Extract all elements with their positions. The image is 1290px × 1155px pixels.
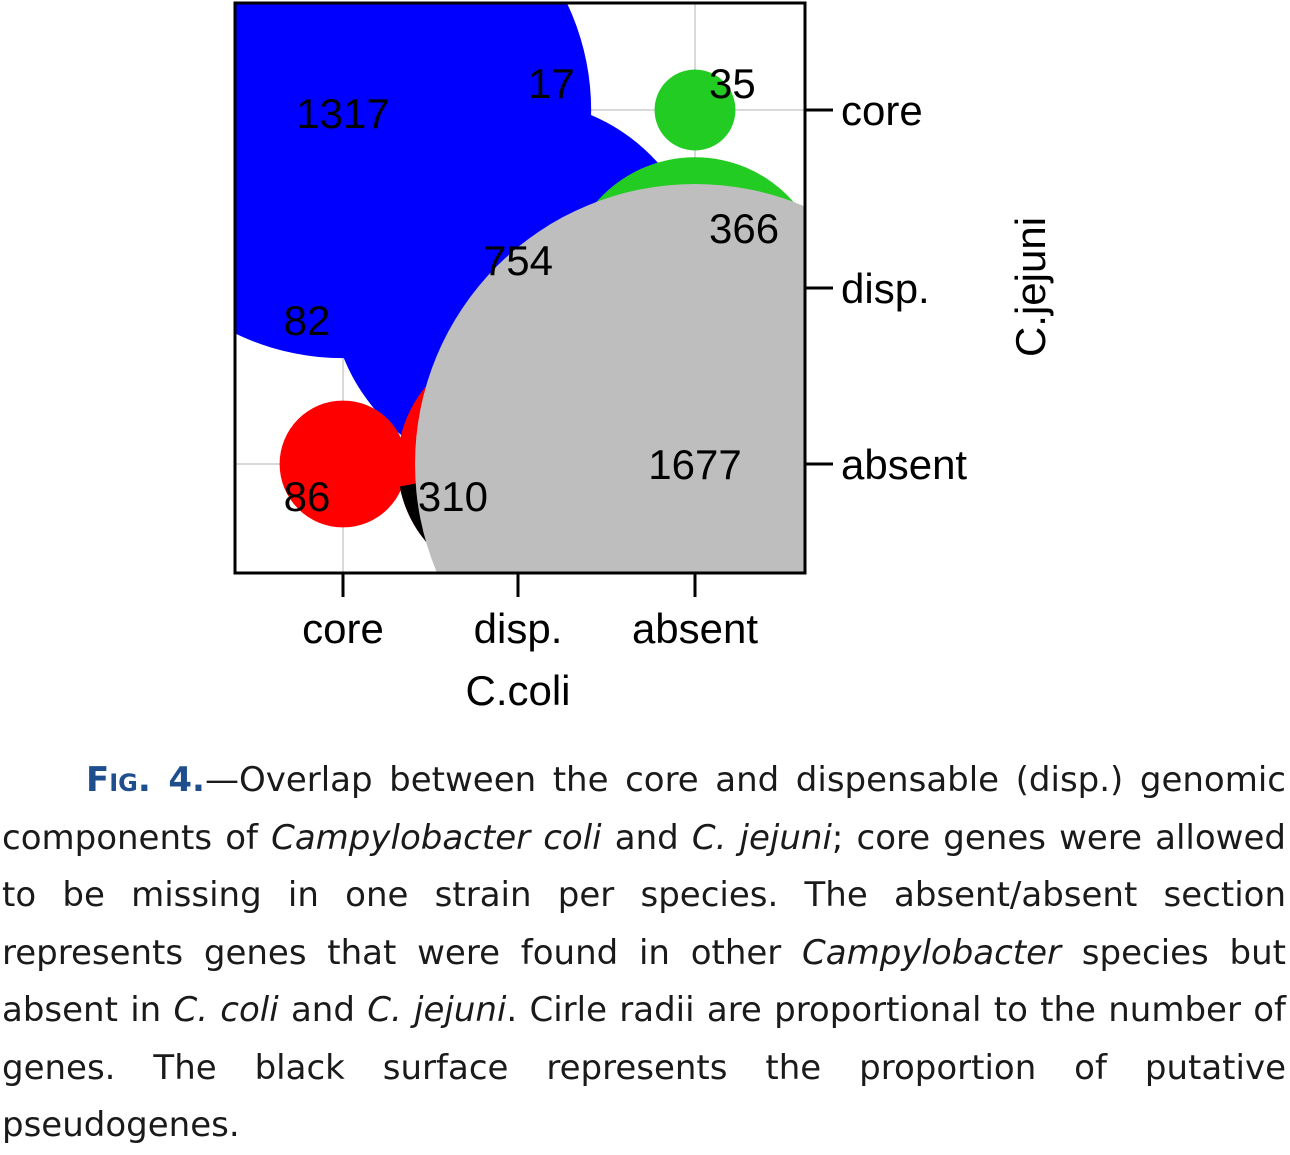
caption-part: and (278, 990, 368, 1030)
caption-part: C. jejuni (367, 990, 507, 1030)
value-label-core-disp: 82 (284, 297, 331, 344)
bubble-circle-core-absent (279, 400, 407, 528)
y-tick-label-absent: absent (841, 441, 967, 488)
caption-part: Campylobacter (802, 932, 1062, 973)
caption-part: ; core genes were allowed to be missing … (2, 817, 1286, 973)
value-labels: 1317 17 35 82 754 366 86 310 1677 (284, 60, 779, 520)
caption-part: C. jejuni (691, 817, 832, 858)
figure-label: Fig. 4. (86, 760, 205, 800)
caption-part: species but absent in (2, 932, 1286, 1031)
value-label-absent-core: 35 (709, 60, 756, 107)
value-label-absent-absent: 1677 (648, 441, 741, 488)
value-label-disp-core: 17 (528, 60, 575, 107)
x-tick-label-disp: disp. (474, 605, 563, 652)
x-tick-label-absent: absent (632, 605, 758, 652)
bubble-circle-absent-core (654, 69, 736, 151)
caption-part: Campylobacter coli (271, 817, 602, 858)
y-tick-label-core: core (841, 87, 923, 134)
x-axis-title: C.coli (465, 667, 570, 714)
value-label-disp-disp: 754 (483, 237, 553, 284)
figure-caption: Fig. 4.—Overlap between the core and dis… (2, 752, 1286, 1155)
bubble-absent-core (654, 69, 736, 151)
bubbles (235, 3, 805, 573)
bubble-chart: 1317 17 35 82 754 366 86 310 1677 core disp. absen… (233, 1, 1054, 714)
caption-dash: — (204, 760, 239, 800)
value-label-core-absent: 86 (284, 473, 331, 520)
caption-part: . Cirle radii are proportional to the nu… (2, 990, 1286, 1145)
caption-part: C. coli (173, 990, 279, 1030)
y-axis-title: C.jejuni (1007, 217, 1054, 357)
value-label-absent-disp: 366 (709, 205, 779, 252)
axes: core disp. absent core disp. absent (302, 87, 967, 652)
caption-text: Overlap between the core and dispensable… (2, 760, 1286, 1145)
bubble-core-absent (279, 400, 407, 528)
y-tick-label-disp: disp. (841, 265, 930, 312)
caption-part: Overlap between the core and dispensable… (2, 760, 1286, 858)
caption-part: and (601, 817, 692, 858)
value-label-core-core: 1317 (296, 90, 389, 137)
value-label-disp-absent: 310 (418, 473, 488, 520)
bubble-absent-absent (415, 184, 805, 573)
x-tick-label-core: core (302, 605, 384, 652)
bubble-circle-absent-absent (415, 184, 805, 573)
